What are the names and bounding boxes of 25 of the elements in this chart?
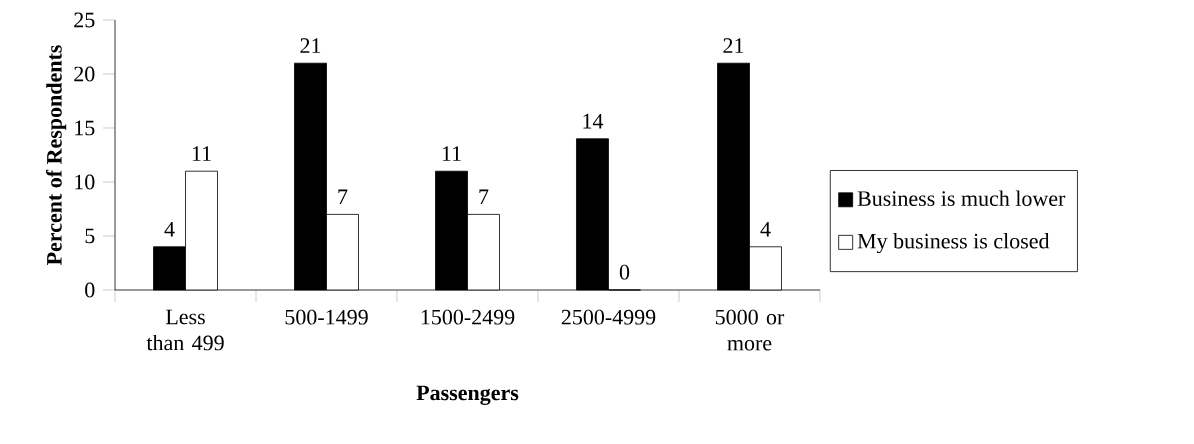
data-label: 4: [164, 221, 175, 237]
x-tick-label: Less than 499: [146, 309, 224, 351]
data-label: 11: [442, 146, 461, 161]
x-tick-label: 5000 or more: [715, 309, 785, 351]
x-tick-label: 2500-4999: [561, 309, 656, 325]
legend-label: Business is much lower: [857, 190, 1066, 206]
y-tick-label: 10: [75, 174, 95, 190]
legend-label: My business is closed: [857, 233, 1050, 254]
data-label: 14: [583, 113, 604, 129]
data-label: 11: [192, 146, 211, 161]
y-tick-label: 0: [85, 282, 95, 298]
y-axis-title: Percent of Respondents: [46, 45, 67, 266]
data-label: 21: [300, 38, 321, 53]
data-label: 0: [619, 264, 630, 280]
data-label: 21: [723, 38, 744, 53]
data-label: 7: [338, 189, 348, 204]
x-tick-label: 1500-2499: [421, 309, 515, 325]
data-label: 7: [479, 189, 489, 204]
y-tick-label: 5: [85, 228, 95, 244]
y-tick-label: 25: [74, 12, 95, 28]
x-axis-title: Passengers: [416, 385, 519, 405]
data-label: 4: [760, 221, 771, 237]
x-tick-label: 500-1499: [285, 309, 368, 325]
y-tick-label: 20: [74, 66, 95, 82]
y-tick-label: 15: [75, 120, 95, 136]
